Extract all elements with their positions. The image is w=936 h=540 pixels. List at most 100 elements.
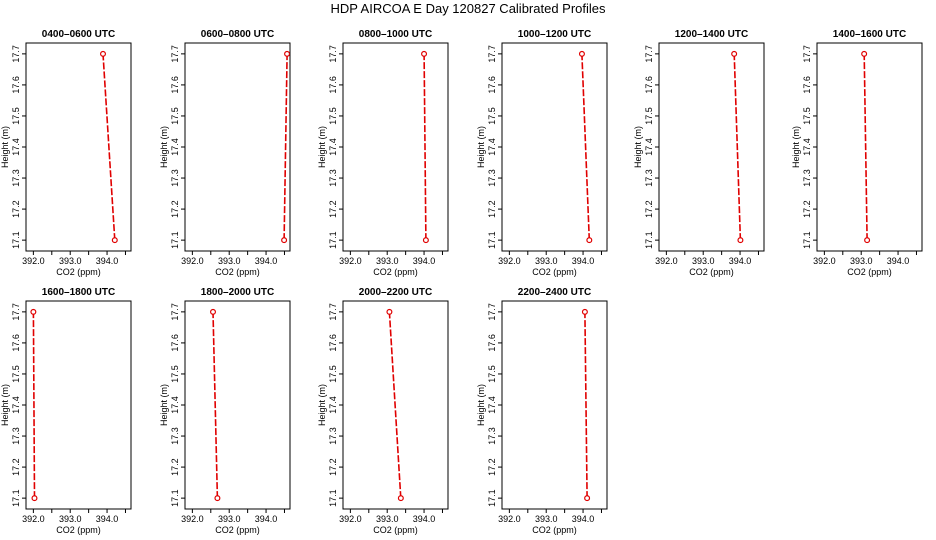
y-tick-label: 17.5 — [644, 107, 654, 125]
x-axis-label: CO2 (ppm) — [847, 267, 892, 277]
x-tick-label: 394.0 — [572, 514, 595, 524]
x-tick-label: 394.0 — [255, 514, 278, 524]
y-tick-label: 17.4 — [644, 138, 654, 156]
y-tick-label: 17.4 — [11, 396, 21, 414]
y-tick-label: 17.4 — [170, 396, 180, 414]
y-tick-label: 17.6 — [170, 76, 180, 94]
x-tick-label: 392.0 — [813, 256, 836, 266]
x-axis-label: CO2 (ppm) — [215, 525, 260, 535]
y-tick-label: 17.5 — [328, 107, 338, 125]
y-tick-label: 17.3 — [487, 427, 497, 445]
data-point — [421, 50, 428, 57]
y-tick-label: 17.1 — [170, 231, 180, 249]
x-tick-label: 393.0 — [535, 514, 558, 524]
x-tick-label: 393.0 — [218, 514, 241, 524]
panel-title: 1600–1800 UTC — [42, 287, 115, 298]
x-tick-label: 392.0 — [181, 514, 204, 524]
data-point — [210, 308, 217, 315]
y-tick-label: 17.1 — [11, 231, 21, 249]
y-tick-label: 17.1 — [328, 489, 338, 507]
panel-4: 1000–1200 UTC 392.0 393.0 394.0 17.1 17.2 17.3… — [476, 29, 608, 277]
data-point — [422, 237, 429, 244]
y-tick-label: 17.4 — [170, 138, 180, 156]
y-tick-label: 17.5 — [328, 365, 338, 383]
y-tick-label: 17.5 — [11, 107, 21, 125]
x-tick-label: 392.0 — [498, 514, 521, 524]
y-tick-label: 17.7 — [328, 303, 338, 321]
data-point — [214, 495, 221, 502]
y-tick-label: 17.6 — [328, 334, 338, 352]
profile-line — [388, 311, 402, 499]
y-tick-label: 17.4 — [487, 396, 497, 414]
x-tick-label: 393.0 — [376, 514, 399, 524]
x-axis-label: CO2 (ppm) — [215, 267, 260, 277]
y-tick-label: 17.6 — [328, 76, 338, 94]
y-tick-label: 17.1 — [328, 231, 338, 249]
panel-5: 1200–1400 UTC 392.0 393.0 394.0 17.1 17.2 17.3… — [633, 29, 765, 277]
data-point — [737, 237, 744, 244]
x-tick-label: 392.0 — [22, 514, 45, 524]
panel-3: 0800–1000 UTC 392.0 393.0 394.0 17.1 17.2 17.3… — [317, 29, 449, 277]
y-axis-label: Height (m) — [476, 126, 486, 168]
panel-6: 1400–1600 UTC 392.0 393.0 394.0 17.1 17.2 17.3… — [791, 29, 923, 277]
y-tick-label: 17.6 — [170, 334, 180, 352]
profile-line — [863, 53, 868, 241]
plot-frame — [25, 300, 132, 510]
x-axis-label: CO2 (ppm) — [689, 267, 734, 277]
y-tick-label: 17.5 — [170, 107, 180, 125]
x-tick-label: 392.0 — [339, 514, 362, 524]
data-point — [861, 50, 868, 57]
panel-title: 1200–1400 UTC — [675, 29, 748, 40]
y-tick-label: 17.7 — [487, 303, 497, 321]
panel-9: 2000–2200 UTC 392.0 393.0 394.0 17.1 17.2 17.3… — [317, 287, 449, 535]
y-tick-label: 17.5 — [11, 365, 21, 383]
data-point — [578, 50, 585, 57]
y-axis-label: Height (m) — [791, 126, 801, 168]
x-tick-label: 392.0 — [655, 256, 678, 266]
y-tick-label: 17.7 — [170, 303, 180, 321]
y-axis-label: Height (m) — [317, 126, 327, 168]
y-tick-label: 17.6 — [487, 334, 497, 352]
y-tick-label: 17.4 — [328, 138, 338, 156]
data-point — [581, 308, 588, 315]
data-point — [584, 495, 591, 502]
x-tick-label: 392.0 — [181, 256, 204, 266]
profile-line — [423, 53, 427, 241]
panel-title: 2200–2400 UTC — [518, 287, 591, 298]
data-point — [586, 237, 593, 244]
y-tick-label: 17.7 — [644, 45, 654, 63]
y-axis-label: Height (m) — [159, 126, 169, 168]
y-axis-label: Height (m) — [633, 126, 643, 168]
y-tick-label: 17.6 — [644, 76, 654, 94]
data-point — [281, 237, 288, 244]
y-tick-label: 17.2 — [11, 458, 21, 476]
x-tick-label: 394.0 — [413, 256, 436, 266]
x-tick-label: 394.0 — [96, 514, 119, 524]
y-tick-label: 17.3 — [11, 169, 21, 187]
y-tick-label: 17.2 — [802, 200, 812, 218]
panel-title: 0400–0600 UTC — [42, 29, 115, 40]
panel-8: 1800–2000 UTC 392.0 393.0 394.0 17.1 17.2 17.3… — [159, 287, 291, 535]
x-axis-label: CO2 (ppm) — [56, 525, 101, 535]
x-axis-label: CO2 (ppm) — [373, 267, 418, 277]
y-tick-label: 17.1 — [487, 231, 497, 249]
y-tick-label: 17.3 — [11, 427, 21, 445]
x-axis-label: CO2 (ppm) — [373, 525, 418, 535]
y-tick-label: 17.3 — [328, 169, 338, 187]
y-axis-label: Height (m) — [0, 384, 10, 426]
y-tick-label: 17.7 — [11, 303, 21, 321]
y-tick-label: 17.3 — [487, 169, 497, 187]
plot-frame — [184, 300, 291, 510]
x-tick-label: 393.0 — [692, 256, 715, 266]
plot-frame — [816, 42, 923, 252]
y-axis-label: Height (m) — [317, 384, 327, 426]
y-tick-label: 17.3 — [170, 427, 180, 445]
panel-title: 1000–1200 UTC — [518, 29, 591, 40]
y-tick-label: 17.1 — [487, 489, 497, 507]
y-tick-label: 17.2 — [328, 458, 338, 476]
y-tick-label: 17.7 — [170, 45, 180, 63]
y-tick-label: 17.4 — [328, 396, 338, 414]
panel-title: 1400–1600 UTC — [833, 29, 906, 40]
plot-frame — [501, 42, 608, 252]
